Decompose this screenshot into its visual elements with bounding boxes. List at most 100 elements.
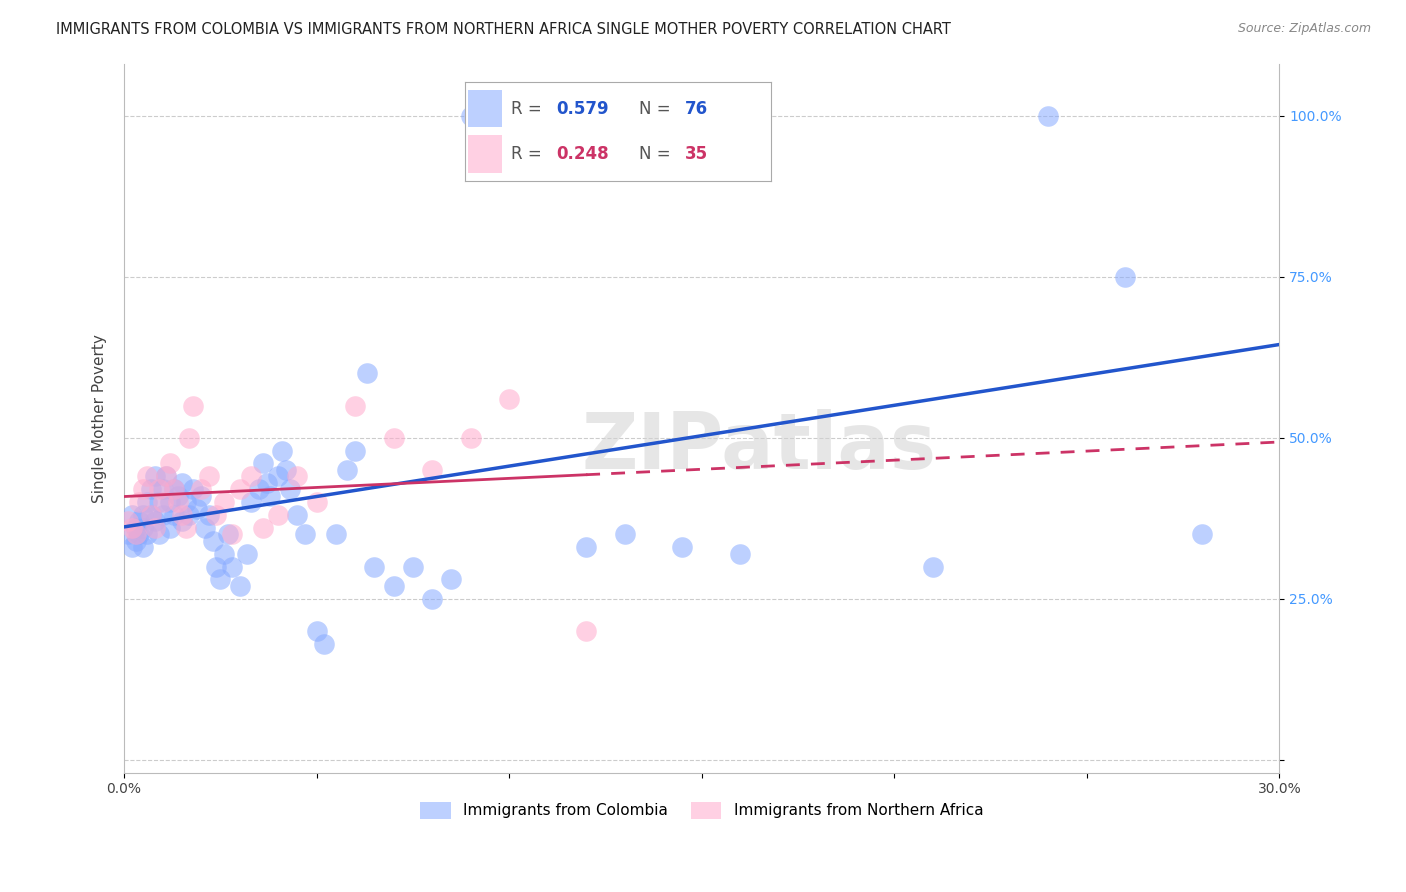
Point	[152, 483, 174, 497]
Point	[325, 527, 347, 541]
Point	[267, 469, 290, 483]
Point	[1114, 269, 1136, 284]
Point	[197, 508, 219, 522]
Point	[256, 475, 278, 490]
Point	[170, 475, 193, 490]
Point	[117, 527, 139, 541]
Point	[460, 431, 482, 445]
Point	[124, 527, 146, 541]
Point	[285, 469, 308, 483]
Point	[217, 527, 239, 541]
Point	[124, 521, 146, 535]
Point	[170, 515, 193, 529]
Point	[197, 469, 219, 483]
Point	[420, 591, 443, 606]
Point	[212, 547, 235, 561]
Point	[228, 579, 250, 593]
Point	[247, 483, 270, 497]
Point	[671, 541, 693, 555]
Point	[221, 527, 243, 541]
Point	[121, 541, 143, 555]
Point	[155, 469, 177, 483]
Point	[179, 508, 201, 522]
Point	[259, 489, 281, 503]
Point	[190, 489, 212, 503]
Point	[136, 527, 159, 541]
Point	[190, 483, 212, 497]
Point	[128, 515, 150, 529]
Point	[181, 399, 204, 413]
Point	[143, 515, 166, 529]
Point	[356, 366, 378, 380]
Point	[139, 508, 162, 522]
Point	[159, 457, 181, 471]
Point	[537, 160, 560, 174]
Text: IMMIGRANTS FROM COLOMBIA VS IMMIGRANTS FROM NORTHERN AFRICA SINGLE MOTHER POVERT: IMMIGRANTS FROM COLOMBIA VS IMMIGRANTS F…	[56, 22, 950, 37]
Point	[152, 508, 174, 522]
Point	[305, 495, 328, 509]
Text: Source: ZipAtlas.com: Source: ZipAtlas.com	[1237, 22, 1371, 36]
Point	[148, 495, 170, 509]
Point	[575, 624, 598, 638]
Legend: Immigrants from Colombia, Immigrants from Northern Africa: Immigrants from Colombia, Immigrants fro…	[415, 796, 990, 825]
Point	[221, 559, 243, 574]
Point	[128, 527, 150, 541]
Point	[274, 463, 297, 477]
Point	[186, 501, 208, 516]
Point	[132, 508, 155, 522]
Point	[117, 515, 139, 529]
Point	[148, 483, 170, 497]
Point	[498, 392, 520, 406]
Point	[240, 469, 263, 483]
Point	[143, 521, 166, 535]
Point	[132, 521, 155, 535]
Point	[271, 443, 294, 458]
Point	[121, 508, 143, 522]
Point	[136, 469, 159, 483]
Point	[167, 489, 190, 503]
Point	[336, 463, 359, 477]
Point	[285, 508, 308, 522]
Point	[575, 541, 598, 555]
Point	[136, 495, 159, 509]
Point	[294, 527, 316, 541]
Point	[124, 533, 146, 548]
Point	[209, 573, 232, 587]
Point	[159, 521, 181, 535]
Point	[174, 495, 197, 509]
Point	[194, 521, 217, 535]
Point	[267, 508, 290, 522]
Point	[159, 495, 181, 509]
Point	[181, 483, 204, 497]
Point	[228, 483, 250, 497]
Point	[174, 521, 197, 535]
Point	[252, 521, 274, 535]
Point	[921, 559, 943, 574]
Point	[1038, 109, 1060, 123]
Point	[163, 483, 186, 497]
Point	[1191, 527, 1213, 541]
Point	[167, 495, 190, 509]
Point	[121, 521, 143, 535]
Point	[363, 559, 385, 574]
Point	[382, 579, 405, 593]
Point	[143, 469, 166, 483]
Point	[139, 508, 162, 522]
Point	[132, 483, 155, 497]
Point	[344, 443, 367, 458]
Point	[613, 527, 636, 541]
Point	[382, 431, 405, 445]
Text: ZIPatlas: ZIPatlas	[582, 409, 936, 484]
Point	[205, 508, 228, 522]
Point	[212, 495, 235, 509]
Point	[728, 547, 751, 561]
Point	[170, 508, 193, 522]
Point	[278, 483, 301, 497]
Point	[155, 469, 177, 483]
Point	[498, 109, 520, 123]
Point	[305, 624, 328, 638]
Point	[132, 541, 155, 555]
Point	[163, 483, 186, 497]
Point	[163, 508, 186, 522]
Point	[314, 637, 336, 651]
